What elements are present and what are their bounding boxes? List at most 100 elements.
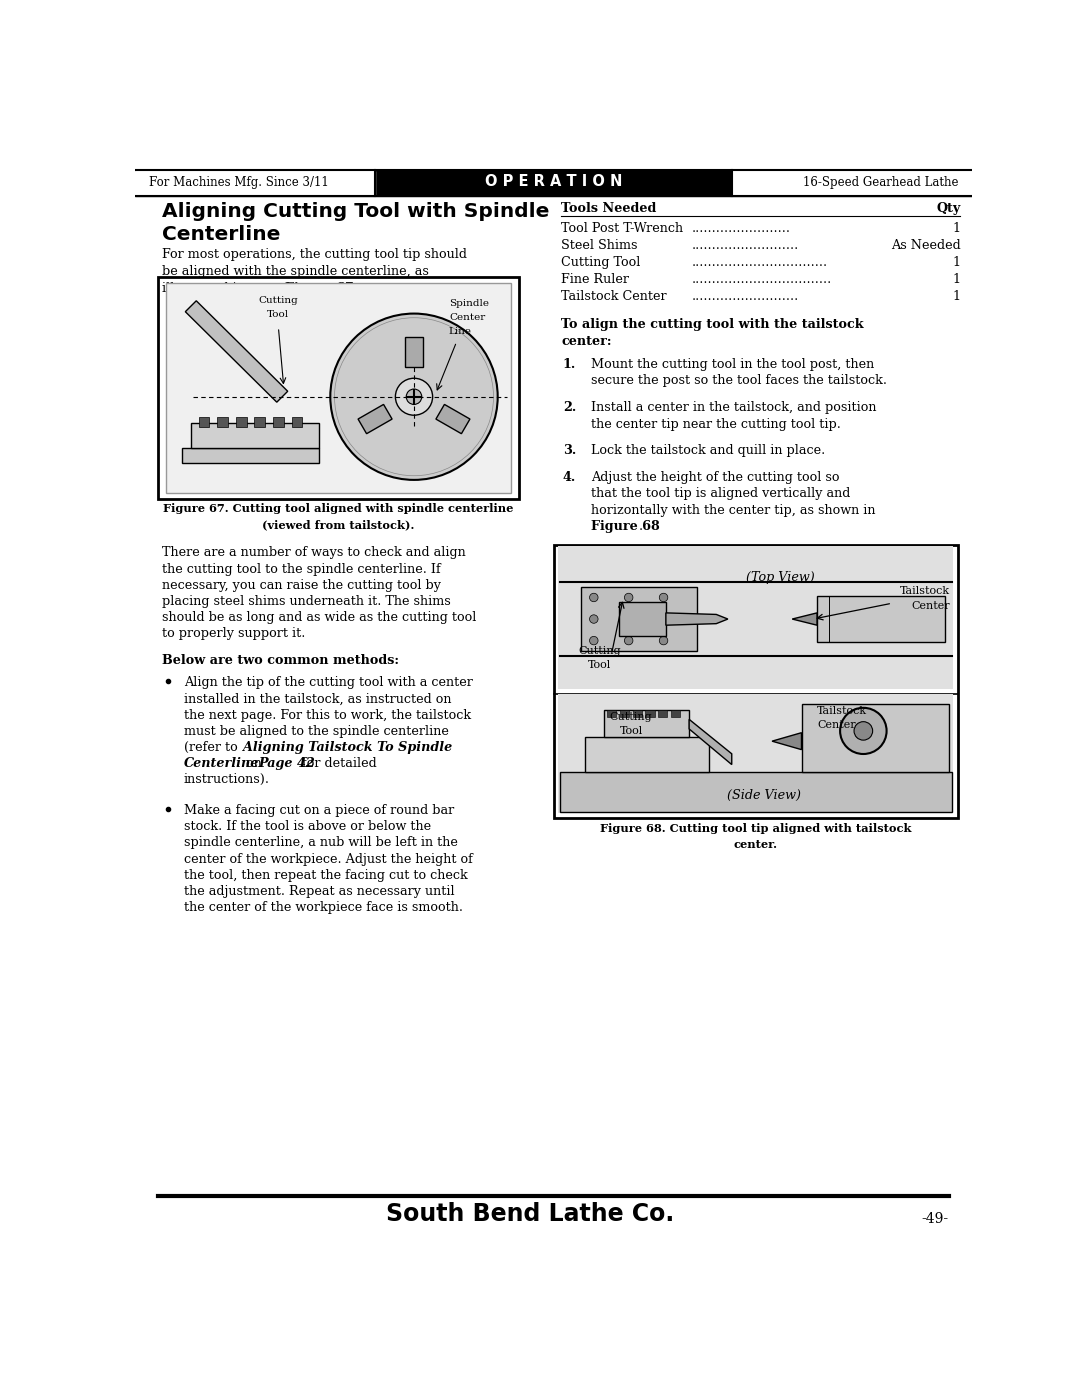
Text: for detailed: for detailed: [298, 757, 377, 770]
Circle shape: [840, 708, 887, 754]
Text: Make a facing cut on a piece of round bar: Make a facing cut on a piece of round ba…: [184, 805, 454, 817]
Text: Mount the cutting tool in the tool post, then: Mount the cutting tool in the tool post,…: [591, 358, 874, 370]
Text: .................................: .................................: [691, 256, 827, 270]
Circle shape: [659, 637, 667, 645]
Text: Cutting: Cutting: [610, 712, 652, 722]
Polygon shape: [666, 613, 728, 626]
Bar: [816, 597, 945, 643]
Text: Tool: Tool: [589, 661, 611, 671]
Text: Tool Post T-Wrench: Tool Post T-Wrench: [562, 222, 684, 235]
Text: 1.: 1.: [563, 358, 576, 370]
Circle shape: [624, 615, 633, 623]
Text: must be aligned to the spindle centerline: must be aligned to the spindle centerlin…: [184, 725, 448, 738]
Text: 1: 1: [953, 274, 960, 286]
Circle shape: [590, 615, 598, 623]
Text: (refer to: (refer to: [184, 740, 242, 754]
Polygon shape: [359, 404, 392, 433]
Text: Below are two common methods:: Below are two common methods:: [162, 654, 400, 668]
Bar: [292, 418, 302, 427]
Bar: [559, 773, 951, 812]
Circle shape: [590, 594, 598, 602]
Text: Center: Center: [816, 721, 855, 731]
Text: (viewed from tailstock).: (viewed from tailstock).: [262, 520, 415, 529]
Polygon shape: [793, 613, 816, 626]
Text: be aligned with the spindle centerline, as: be aligned with the spindle centerline, …: [162, 265, 429, 278]
Text: 16-Speed Gearhead Lathe: 16-Speed Gearhead Lathe: [802, 176, 958, 189]
Bar: [558, 693, 954, 813]
Bar: [273, 418, 284, 427]
Text: Figure 67. Cutting tool aligned with spindle centerline: Figure 67. Cutting tool aligned with spi…: [163, 503, 514, 514]
Text: Cutting: Cutting: [579, 645, 621, 655]
Text: For Machines Mfg. Since 3/11: For Machines Mfg. Since 3/11: [149, 176, 328, 189]
Text: Tool: Tool: [619, 726, 643, 736]
Text: Cutting Tool: Cutting Tool: [562, 256, 640, 270]
Text: center of the workpiece. Adjust the height of: center of the workpiece. Adjust the heig…: [184, 852, 473, 866]
Bar: [217, 418, 228, 427]
Text: .: .: [639, 520, 644, 534]
Bar: [584, 738, 708, 773]
Bar: [658, 710, 667, 717]
Text: 1: 1: [953, 222, 960, 235]
Bar: [607, 710, 617, 717]
Circle shape: [624, 637, 633, 645]
Text: ..................................: ..................................: [691, 274, 832, 286]
Circle shape: [659, 594, 667, 602]
Bar: [619, 602, 666, 636]
Circle shape: [659, 615, 667, 623]
Text: necessary, you can raise the cutting tool by: necessary, you can raise the cutting too…: [162, 578, 441, 592]
Circle shape: [406, 388, 422, 404]
Text: As Needed: As Needed: [891, 239, 960, 253]
Text: Aligning Cutting Tool with Spindle: Aligning Cutting Tool with Spindle: [162, 203, 550, 221]
Text: .: .: [345, 282, 349, 295]
Text: ..........................: ..........................: [691, 291, 799, 303]
Bar: [135, 170, 375, 196]
Text: secure the post so the tool faces the tailstock.: secure the post so the tool faces the ta…: [591, 374, 887, 387]
Bar: [135, 170, 972, 196]
Polygon shape: [772, 732, 801, 750]
Bar: [554, 545, 958, 817]
Circle shape: [395, 379, 433, 415]
Text: to properly support it.: to properly support it.: [162, 627, 306, 640]
Text: (Side View): (Side View): [727, 789, 801, 802]
Text: the center tip near the cutting tool tip.: the center tip near the cutting tool tip…: [591, 418, 840, 430]
Bar: [235, 418, 246, 427]
Text: ........................: ........................: [691, 222, 791, 235]
Text: To align the cutting tool with the tailstock: To align the cutting tool with the tails…: [562, 317, 864, 331]
Text: O P E R A T I O N: O P E R A T I O N: [485, 175, 622, 189]
Text: South Bend Lathe Co.: South Bend Lathe Co.: [387, 1203, 674, 1227]
Text: Tailstock: Tailstock: [816, 705, 867, 717]
Text: the next page. For this to work, the tailstock: the next page. For this to work, the tai…: [184, 708, 471, 722]
Text: spindle centerline, a nub will be left in the: spindle centerline, a nub will be left i…: [184, 837, 458, 849]
Bar: [732, 170, 972, 196]
Bar: [558, 546, 954, 689]
Polygon shape: [436, 404, 470, 433]
Bar: [191, 423, 319, 448]
Text: the tool, then repeat the facing cut to check: the tool, then repeat the facing cut to …: [184, 869, 468, 882]
Text: 3.: 3.: [563, 444, 576, 457]
Text: Center: Center: [912, 601, 950, 610]
Text: on: on: [242, 757, 266, 770]
Text: center.: center.: [733, 840, 778, 851]
Text: Centerline: Centerline: [184, 757, 259, 770]
Text: that the tool tip is aligned vertically and: that the tool tip is aligned vertically …: [591, 488, 850, 500]
Text: Steel Shims: Steel Shims: [562, 239, 638, 253]
Text: Spindle: Spindle: [449, 299, 489, 307]
Text: stock. If the tool is above or below the: stock. If the tool is above or below the: [184, 820, 431, 833]
Text: For most operations, the cutting tool tip should: For most operations, the cutting tool ti…: [162, 249, 468, 261]
Text: Align the tip of the cutting tool with a center: Align the tip of the cutting tool with a…: [184, 676, 473, 689]
Bar: [604, 710, 689, 738]
Bar: [646, 710, 654, 717]
Text: Tools Needed: Tools Needed: [562, 203, 657, 215]
Bar: [255, 418, 266, 427]
Bar: [181, 448, 319, 464]
Text: -49-: -49-: [921, 1213, 948, 1227]
Text: the adjustment. Repeat as necessary until: the adjustment. Repeat as necessary unti…: [184, 884, 455, 898]
Text: Figure 67: Figure 67: [284, 282, 353, 295]
Text: Install a center in the tailstock, and position: Install a center in the tailstock, and p…: [591, 401, 876, 414]
Bar: [199, 418, 210, 427]
Bar: [620, 710, 629, 717]
Text: Qty: Qty: [936, 203, 960, 215]
Text: center:: center:: [562, 335, 611, 348]
Text: Centerline: Centerline: [162, 225, 281, 244]
Bar: [166, 284, 511, 493]
